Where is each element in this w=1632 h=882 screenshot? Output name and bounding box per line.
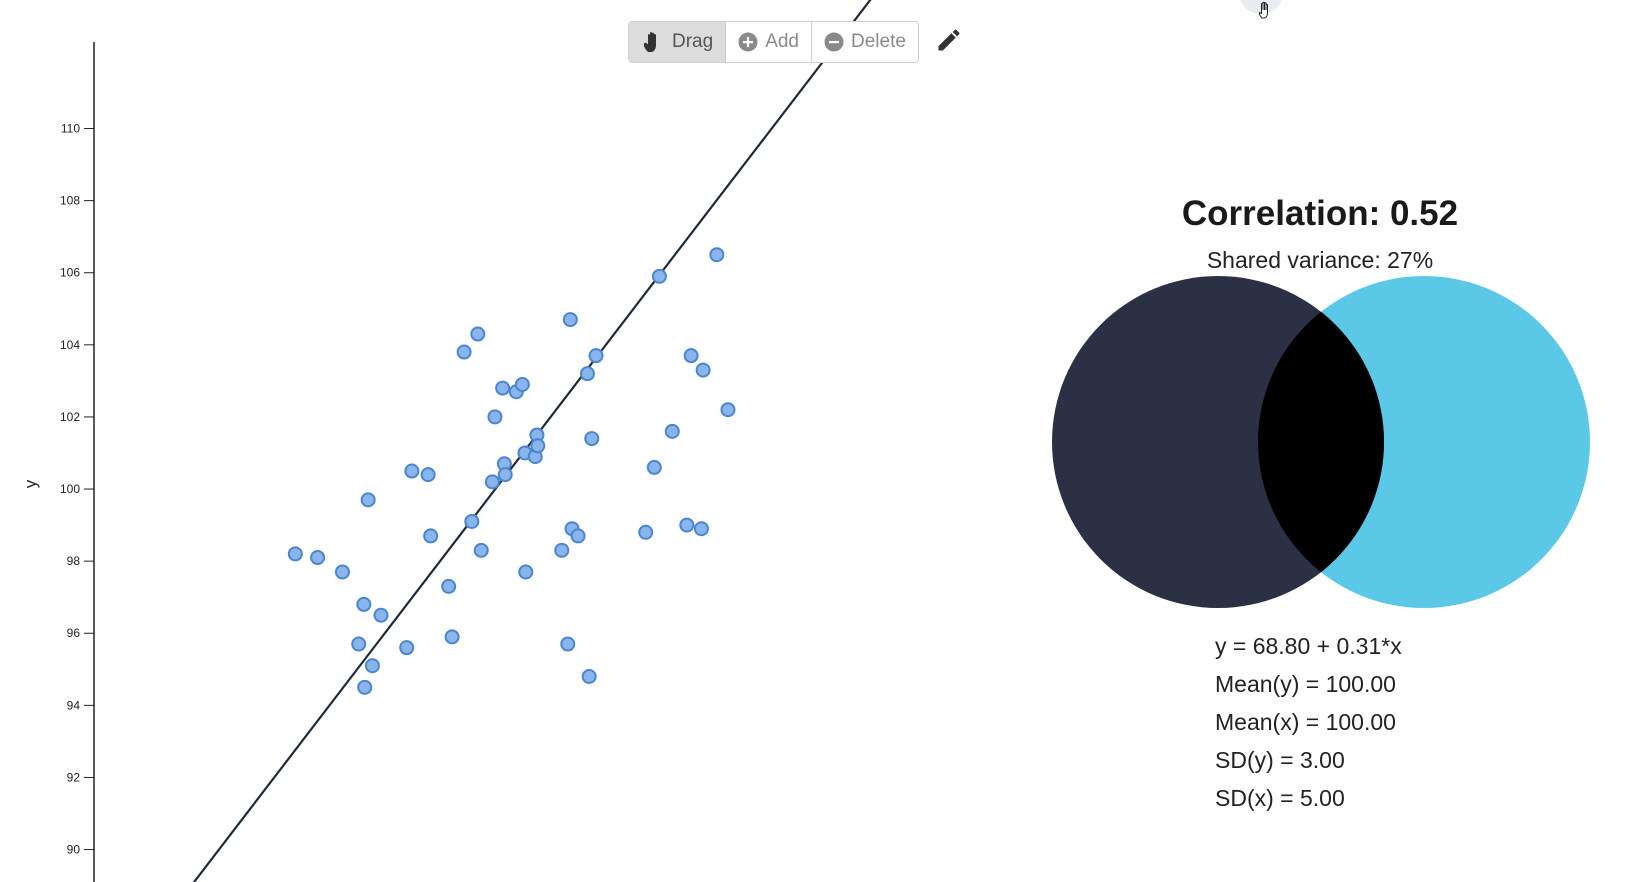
venn-diagram xyxy=(1052,276,1590,608)
y-axis: 90 92 94 96 98 100 102 104 106 108 110 xyxy=(60,42,95,882)
hand-icon xyxy=(643,32,656,52)
data-point[interactable] xyxy=(646,459,662,475)
y-tick-label: 92 xyxy=(67,770,81,784)
data-point[interactable] xyxy=(554,542,570,558)
data-point[interactable] xyxy=(373,607,389,623)
regression-line xyxy=(192,0,872,882)
data-point[interactable] xyxy=(584,431,600,447)
data-point[interactable] xyxy=(356,596,372,612)
y-tick-label: 108 xyxy=(60,194,80,208)
mode-toolbar: Drag Add Delete xyxy=(628,21,919,63)
data-points[interactable] xyxy=(287,247,736,695)
data-point[interactable] xyxy=(420,467,436,483)
pencil-icon xyxy=(938,29,960,51)
delete-button-label: Delete xyxy=(851,31,906,52)
y-tick-label: 106 xyxy=(60,266,80,280)
sd-y: SD(y) = 3.00 xyxy=(1215,747,1345,773)
data-point[interactable] xyxy=(287,546,303,562)
add-button[interactable]: Add xyxy=(726,22,812,62)
y-tick-label: 104 xyxy=(60,338,80,352)
data-point[interactable] xyxy=(651,268,667,284)
data-point[interactable] xyxy=(464,513,480,529)
y-tick-label: 102 xyxy=(60,410,80,424)
y-tick-label: 94 xyxy=(67,698,81,712)
data-point[interactable] xyxy=(683,348,699,364)
data-point[interactable] xyxy=(364,658,380,674)
data-point[interactable] xyxy=(444,629,460,645)
data-point[interactable] xyxy=(334,564,350,580)
data-point[interactable] xyxy=(695,362,711,378)
regression-equation: y = 68.80 + 0.31*x xyxy=(1215,633,1402,659)
data-point[interactable] xyxy=(693,521,709,537)
data-point[interactable] xyxy=(360,492,376,508)
minus-circle-icon xyxy=(824,32,844,52)
data-point[interactable] xyxy=(579,366,595,382)
data-point[interactable] xyxy=(679,517,695,533)
y-tick-label: 110 xyxy=(61,122,80,136)
y-axis-label: y xyxy=(21,479,40,488)
drag-button[interactable]: Drag xyxy=(629,22,727,62)
sd-x: SD(x) = 5.00 xyxy=(1215,785,1345,811)
data-point[interactable] xyxy=(497,467,513,483)
data-point[interactable] xyxy=(473,542,489,558)
data-point[interactable] xyxy=(638,524,654,540)
data-point[interactable] xyxy=(310,550,326,566)
data-point[interactable] xyxy=(404,463,420,479)
plus-circle-icon xyxy=(738,32,758,52)
scatter-plot[interactable]: 90 92 94 96 98 100 102 104 106 108 110 y xyxy=(0,0,960,882)
data-point[interactable] xyxy=(495,380,511,396)
data-point[interactable] xyxy=(351,636,367,652)
data-point[interactable] xyxy=(709,247,725,263)
y-tick-label: 90 xyxy=(67,843,81,857)
add-button-label: Add xyxy=(765,31,799,52)
delete-button[interactable]: Delete xyxy=(812,22,918,62)
statistics-block: y = 68.80 + 0.31*x Mean(y) = 100.00 Mean… xyxy=(1215,627,1402,817)
data-point[interactable] xyxy=(357,679,373,695)
shared-variance: Shared variance: 27% xyxy=(1206,247,1434,273)
hand-cursor-icon xyxy=(1258,1,1268,19)
data-point[interactable] xyxy=(560,636,576,652)
data-point[interactable] xyxy=(562,312,578,328)
data-point[interactable] xyxy=(588,348,604,364)
data-point[interactable] xyxy=(470,326,486,342)
data-point[interactable] xyxy=(484,474,500,490)
data-point[interactable] xyxy=(518,564,534,580)
drag-button-label: Drag xyxy=(672,31,714,52)
data-point[interactable] xyxy=(720,402,736,418)
data-point[interactable] xyxy=(456,344,472,360)
data-point[interactable] xyxy=(581,669,597,685)
correlation-title: Correlation: 0.52 xyxy=(1181,194,1459,233)
y-tick-label: 96 xyxy=(67,626,81,640)
data-point[interactable] xyxy=(423,528,439,544)
y-tick-label: 100 xyxy=(60,482,80,496)
mean-y: Mean(y) = 100.00 xyxy=(1215,671,1396,697)
data-point[interactable] xyxy=(441,578,457,594)
data-point[interactable] xyxy=(664,423,680,439)
mean-x: Mean(x) = 100.00 xyxy=(1215,709,1396,735)
data-point[interactable] xyxy=(514,376,530,392)
data-point[interactable] xyxy=(570,528,586,544)
data-point[interactable] xyxy=(399,640,415,656)
venn-overlap xyxy=(1258,276,1384,608)
edit-button[interactable] xyxy=(935,26,963,54)
data-point[interactable] xyxy=(487,409,503,425)
y-tick-label: 98 xyxy=(67,554,81,568)
data-point[interactable] xyxy=(530,438,546,454)
